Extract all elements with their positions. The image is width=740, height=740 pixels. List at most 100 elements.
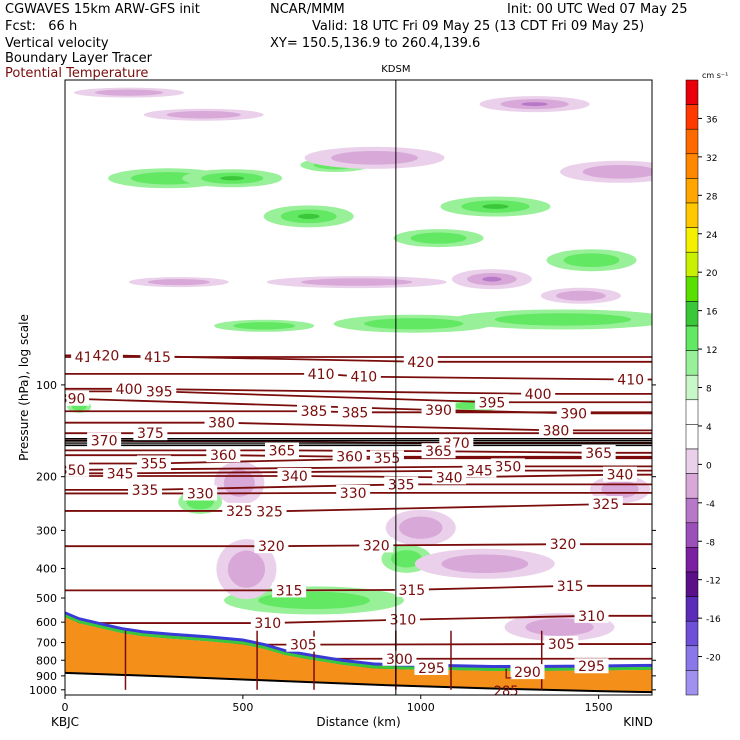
y-tick-label: 300 [36,524,57,537]
colorbar-label: -4 [706,500,715,510]
colorbar-swatch [685,645,699,671]
theta-label-bg [394,581,429,597]
theta-label: 365 [425,444,452,460]
colorbar-swatch [685,202,699,228]
contour-annotation: 285 [494,684,519,699]
theta-label: 410 [617,372,644,388]
downdraft-region [227,550,266,588]
theta-label-bg [304,365,339,381]
theta-label-bg [414,659,449,675]
colorbar-swatch [685,350,699,376]
colorbar-swatch [685,178,699,204]
xy-range: XY= 150.5,136.9 to 260.4,139.6 [270,36,481,51]
theta-label: 395 [479,395,506,411]
theta-label: 420 [407,355,434,371]
theta-label: 385 [301,404,328,420]
theta-label: 370 [91,433,118,449]
model-title: CGWAVES 15km ARW-GFS init [5,2,200,17]
downdraft-region [94,89,164,96]
theta-label-bg [336,484,371,500]
theta-label: 385 [342,405,369,421]
theta-label: 390 [59,392,86,408]
colorbar-swatch [685,399,699,425]
y-axis-label: Pressure (hPa), log scale [17,314,31,461]
updraft-region [220,176,245,181]
y-tick-label: 600 [36,616,57,629]
updraft-region [410,232,467,244]
theta-label-bg [332,448,367,464]
theta-label: 295 [578,659,605,675]
colorbar-label: -16 [706,615,721,625]
theta-label-bg [88,347,123,363]
theta-label-bg [574,607,609,623]
x-tick-label: 0 [62,701,69,714]
theta-label: 350 [59,463,86,479]
endpoint-right-label: KIND [623,715,653,729]
colorbar-swatch [685,227,699,253]
field-label-vertical-velocity: Vertical velocity [5,36,109,51]
theta-label-bg [538,422,573,438]
theta-label: 400 [525,387,552,403]
colorbar-label: 36 [706,115,718,125]
updraft-region [391,550,423,568]
theta-label-bg [142,383,177,399]
colorbar-swatch [685,276,699,302]
theta-label-bg [385,611,420,627]
station-marker-label: KDSM [381,64,410,75]
updraft-region [297,213,320,219]
theta-label: 320 [258,539,285,555]
theta-label: 310 [390,613,417,629]
y-tick-label: 900 [36,670,57,683]
theta-label-bg [359,537,394,553]
theta-label: 340 [281,469,308,485]
org-label: NCAR/MMM [270,2,345,17]
theta-label-bg [65,461,90,477]
theta-label-bg [346,368,381,384]
y-tick-label: 100 [36,379,57,392]
colorbar-swatch [685,301,699,327]
theta-label-bg [544,636,579,652]
theta-label: 375 [137,426,164,442]
x-tick-label: 500 [232,701,253,714]
downdraft-region [331,151,418,165]
theta-label-bg [602,466,637,482]
theta-label-bg [581,444,616,460]
theta-label: 340 [607,468,634,484]
theta-label: 325 [256,504,283,520]
colorbar-units: cm s⁻¹ [702,71,728,80]
theta-label: 390 [425,403,452,419]
theta-label-bg [128,481,163,497]
init-time: Init: 00 UTC Wed 07 May 25 [507,2,688,17]
colorbar-swatch [685,497,699,524]
colorbar-label: 20 [706,269,718,279]
theta-label-bg [510,664,545,680]
theta-label: 350 [495,459,522,475]
theta-label-bg [462,462,497,478]
theta-label-bg [140,349,175,365]
theta-label: 345 [466,464,493,480]
theta-label: 335 [388,477,415,493]
theta-label-bg [204,414,239,430]
theta-label: 360 [336,450,363,466]
colorbar-swatch [685,522,699,548]
theta-label: 325 [592,497,619,513]
x-tick-label: 1500 [585,701,613,714]
theta-label: 325 [226,504,253,520]
theta-label-bg [474,394,509,410]
theta-label-bg [87,432,122,448]
colorbar-swatch [685,571,699,597]
theta-label: 305 [548,637,575,653]
theta-label-bg [297,403,332,419]
theta-label: 365 [585,446,612,462]
theta-label: 360 [210,448,237,464]
colorbar-swatch [685,448,699,474]
theta-label-bg [546,536,581,552]
y-tick-label: 400 [36,562,57,575]
theta-label: 330 [340,486,367,502]
theta-label-bg [421,402,456,418]
theta-label: 305 [290,638,317,654]
colorbar-label: 12 [706,346,717,356]
theta-label-bg [112,380,147,396]
theta-label-bg [384,476,419,492]
